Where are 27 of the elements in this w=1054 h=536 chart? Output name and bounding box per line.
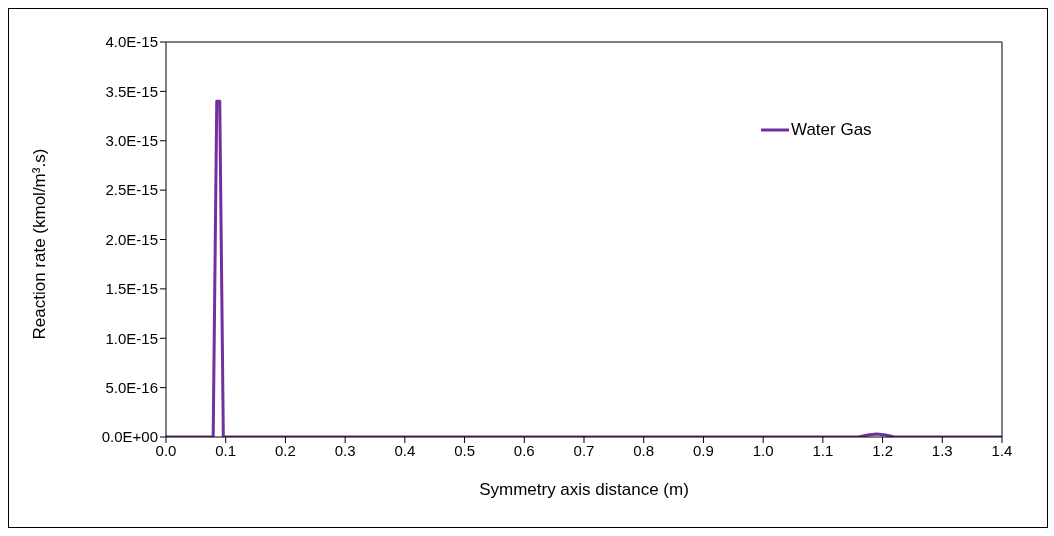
x-tick-label: 0.4 [394,441,416,459]
x-tick-label: 0.6 [513,441,535,459]
x-tick-label: 0.1 [215,441,237,459]
x-tick-label: 1.3 [931,441,953,459]
x-tick-label: 0.3 [334,441,356,459]
y-axis-title: Reaction rate (kmol/m³.s) [30,148,50,340]
y-tick-label: 0.0E+00 [101,428,158,446]
y-tick-label: 2.5E-15 [105,181,158,199]
x-tick-label: 1.4 [991,441,1013,459]
y-tick-label: 2.0E-15 [105,230,158,248]
x-tick-label: 0.8 [633,441,655,459]
legend-label: Water Gas [791,119,872,141]
x-tick-label: 1.1 [812,441,834,459]
x-tick-label: 1.0 [752,441,774,459]
x-tick-label: 0.2 [275,441,296,459]
y-tick-label: 5.0E-16 [105,378,158,396]
y-tick-label: 3.0E-15 [105,132,158,150]
x-tick-label: 0.7 [573,441,595,459]
x-tick-label: 0.0 [155,441,177,459]
x-tick-label: 0.9 [693,441,714,459]
y-tick-label: 1.0E-15 [105,329,158,347]
y-tick-label: 4.0E-15 [105,33,158,51]
x-tick-label: 1.2 [872,441,893,459]
x-tick-label: 0.5 [454,441,475,459]
y-tick-label: 3.5E-15 [105,82,158,100]
x-axis-title: Symmetry axis distance (m) [479,480,689,499]
y-tick-label: 1.5E-15 [105,280,158,298]
